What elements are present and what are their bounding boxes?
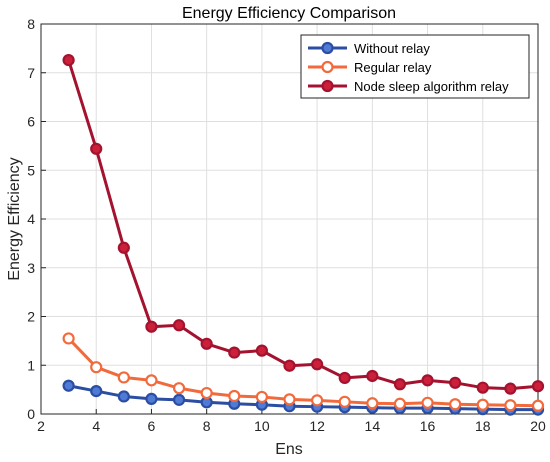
data-point	[449, 376, 462, 389]
y-tick-label: 1	[27, 357, 35, 373]
data-point	[172, 319, 186, 332]
data-point	[200, 337, 213, 350]
legend-label: Node sleep algorithm relay	[354, 79, 509, 94]
chart-title: Energy Efficiency Comparison	[182, 5, 396, 22]
data-point	[172, 382, 186, 395]
x-axis-label: Ens	[275, 441, 303, 458]
data-point	[311, 358, 324, 371]
data-point	[283, 359, 296, 372]
x-tick-label: 4	[92, 418, 100, 434]
x-tick-label: 6	[148, 418, 156, 434]
data-point	[366, 397, 379, 410]
legend-swatch-marker	[321, 60, 334, 74]
data-point	[62, 332, 75, 345]
y-tick-label: 3	[27, 260, 35, 276]
data-point	[366, 369, 379, 383]
series-2	[62, 332, 545, 412]
x-tick-label: 16	[420, 418, 436, 434]
data-point	[393, 378, 407, 391]
data-point	[117, 390, 130, 403]
data-point	[90, 384, 103, 398]
y-tick-label: 4	[27, 211, 35, 227]
y-tick-label: 6	[27, 114, 35, 130]
x-tick-label: 14	[365, 418, 381, 434]
data-point	[62, 379, 75, 392]
data-point	[393, 397, 407, 410]
series-group	[62, 53, 545, 416]
data-point	[228, 389, 241, 403]
y-tick-label: 5	[27, 162, 35, 178]
data-point	[90, 142, 103, 155]
legend-label: Regular relay	[354, 60, 432, 75]
y-tick-label: 7	[27, 65, 35, 81]
data-point	[476, 381, 489, 394]
y-axis-label: Energy Efficiency	[6, 157, 23, 280]
y-tick-label: 8	[27, 16, 35, 32]
x-tick-label: 8	[203, 418, 211, 434]
x-tick-label: 18	[475, 418, 491, 434]
data-point	[338, 395, 351, 408]
data-point	[62, 53, 75, 67]
data-point	[228, 346, 241, 359]
x-tick-label: 10	[254, 418, 270, 434]
data-point	[90, 361, 103, 374]
data-point	[283, 393, 296, 406]
data-point	[449, 398, 462, 411]
data-point	[421, 396, 434, 409]
data-point	[117, 371, 130, 384]
series-3	[62, 53, 545, 395]
legend-item: Node sleep algorithm relay	[308, 79, 509, 94]
legend-swatch-marker	[321, 41, 334, 55]
data-point	[145, 392, 158, 405]
legend-swatch-marker	[321, 79, 334, 93]
data-point	[504, 399, 517, 412]
data-point	[504, 382, 517, 395]
y-tick-label: 2	[27, 309, 35, 325]
data-point	[255, 344, 268, 357]
data-point	[531, 399, 545, 412]
data-point	[338, 371, 351, 385]
legend-item: Without relay	[308, 41, 430, 56]
data-point	[531, 380, 545, 393]
legend-item: Regular relay	[308, 60, 432, 75]
data-point	[117, 241, 130, 254]
x-tick-label: 2	[37, 418, 45, 434]
data-point	[200, 386, 213, 400]
data-point	[172, 393, 186, 406]
legend: Without relay Regular relay Node sleep alg…	[300, 34, 530, 99]
data-point	[255, 390, 268, 404]
x-tick-label: 12	[309, 418, 325, 434]
data-point	[311, 394, 324, 407]
data-point	[145, 374, 158, 387]
data-point	[421, 374, 434, 387]
data-point	[476, 398, 489, 411]
x-tick-label: 20	[530, 418, 546, 434]
legend-label: Without relay	[354, 41, 430, 56]
data-point	[145, 320, 158, 333]
y-tick-label: 0	[27, 406, 35, 422]
